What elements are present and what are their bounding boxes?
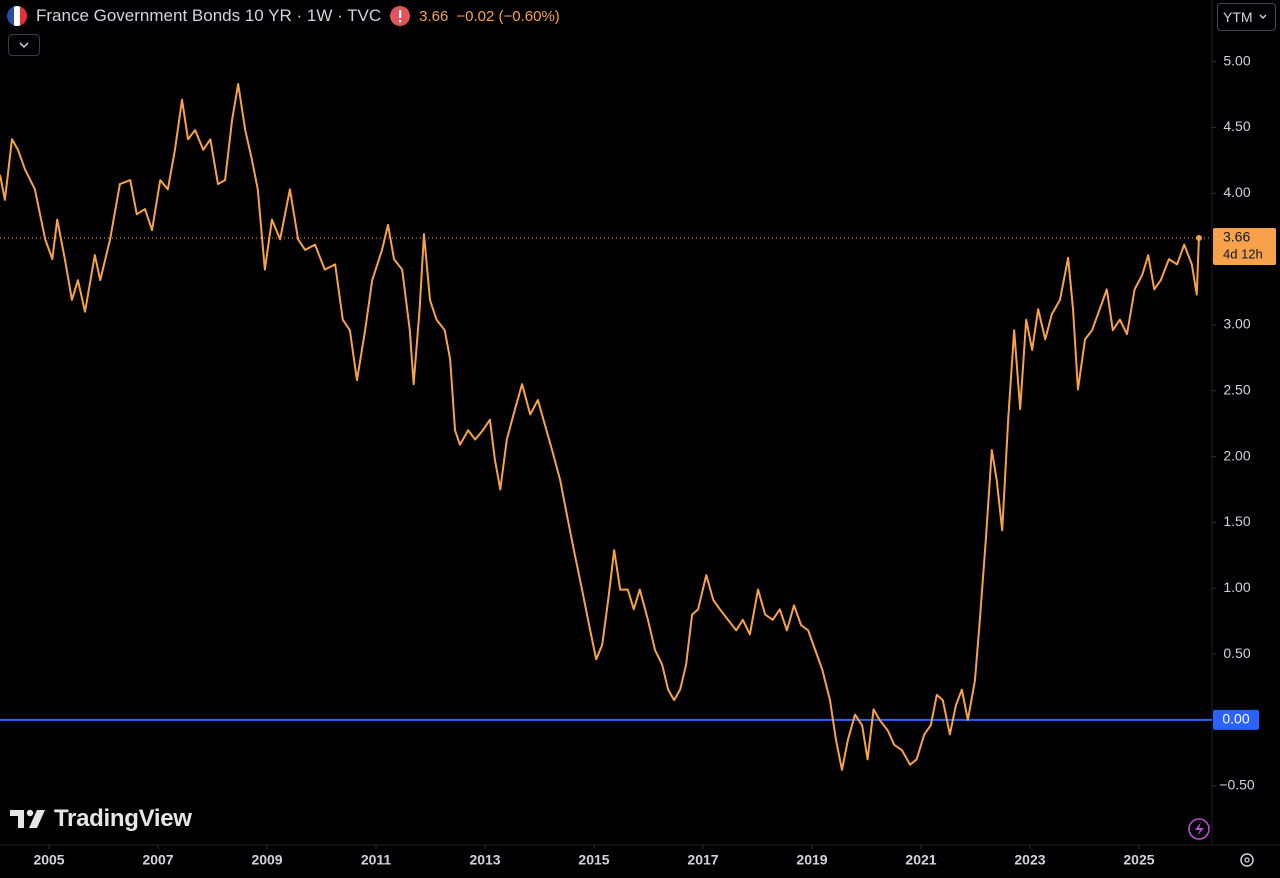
x-tick-label: 2017 — [687, 852, 718, 868]
brand-logo — [10, 809, 45, 828]
countdown-label: 4d 12h — [1223, 246, 1263, 261]
x-tick-label: 2023 — [1014, 852, 1045, 868]
y-tick-label: 3.00 — [1223, 316, 1250, 332]
y-tick-label: 4.00 — [1223, 184, 1250, 200]
chevron — [19, 42, 29, 49]
chevron — [1259, 14, 1267, 19]
last-price-box — [1213, 228, 1276, 266]
y-tick-label: 4.50 — [1223, 118, 1250, 134]
x-tick-label: 2021 — [905, 852, 936, 868]
y-tick-label: 0.50 — [1223, 645, 1250, 661]
x-tick-label: 2011 — [361, 852, 392, 868]
brand-text: TradingView — [54, 805, 192, 832]
scale-button[interactable]: YTM — [1217, 3, 1276, 31]
x-tick-label: 2025 — [1123, 852, 1154, 868]
collapse-button[interactable] — [8, 34, 40, 56]
y-tick-label: 1.50 — [1223, 513, 1250, 529]
warning-icon[interactable] — [389, 5, 411, 27]
x-tick-label: 2015 — [578, 852, 609, 868]
reference-label: 0.00 — [1222, 711, 1249, 727]
y-tick-label: 2.50 — [1223, 381, 1250, 397]
header-price: 3.66 — [419, 7, 449, 25]
x-tick-label: 2009 — [251, 852, 282, 868]
x-tick-label: 2005 — [33, 852, 64, 868]
last-price-label: 3.66 — [1223, 229, 1250, 245]
scale-label: YTM — [1223, 9, 1253, 25]
symbol-title: France Government Bonds 10 YR · 1W · TVC — [36, 6, 382, 25]
yield-line — [0, 82, 1200, 771]
x-tick-label: 2019 — [796, 852, 827, 868]
settings-icon[interactable] — [1240, 853, 1254, 867]
branding: TradingView — [10, 805, 192, 833]
header: France Government Bonds 10 YR · 1W · TVC… — [6, 4, 560, 28]
last-point — [1195, 235, 1202, 242]
flag-icon — [7, 6, 27, 26]
reference-label-box — [1213, 709, 1259, 730]
y-tick-label: 5.00 — [1223, 52, 1250, 68]
x-tick-label: 2007 — [142, 852, 173, 868]
y-tick-label: −0.50 — [1219, 776, 1255, 792]
y-tick-label: 2.00 — [1223, 447, 1250, 463]
lightning-icon[interactable] — [1188, 818, 1210, 840]
x-tick-label: 2013 — [469, 852, 500, 868]
y-tick-label: 1.00 — [1223, 579, 1250, 595]
header-change: −0.02 (−0.60%) — [456, 7, 560, 25]
